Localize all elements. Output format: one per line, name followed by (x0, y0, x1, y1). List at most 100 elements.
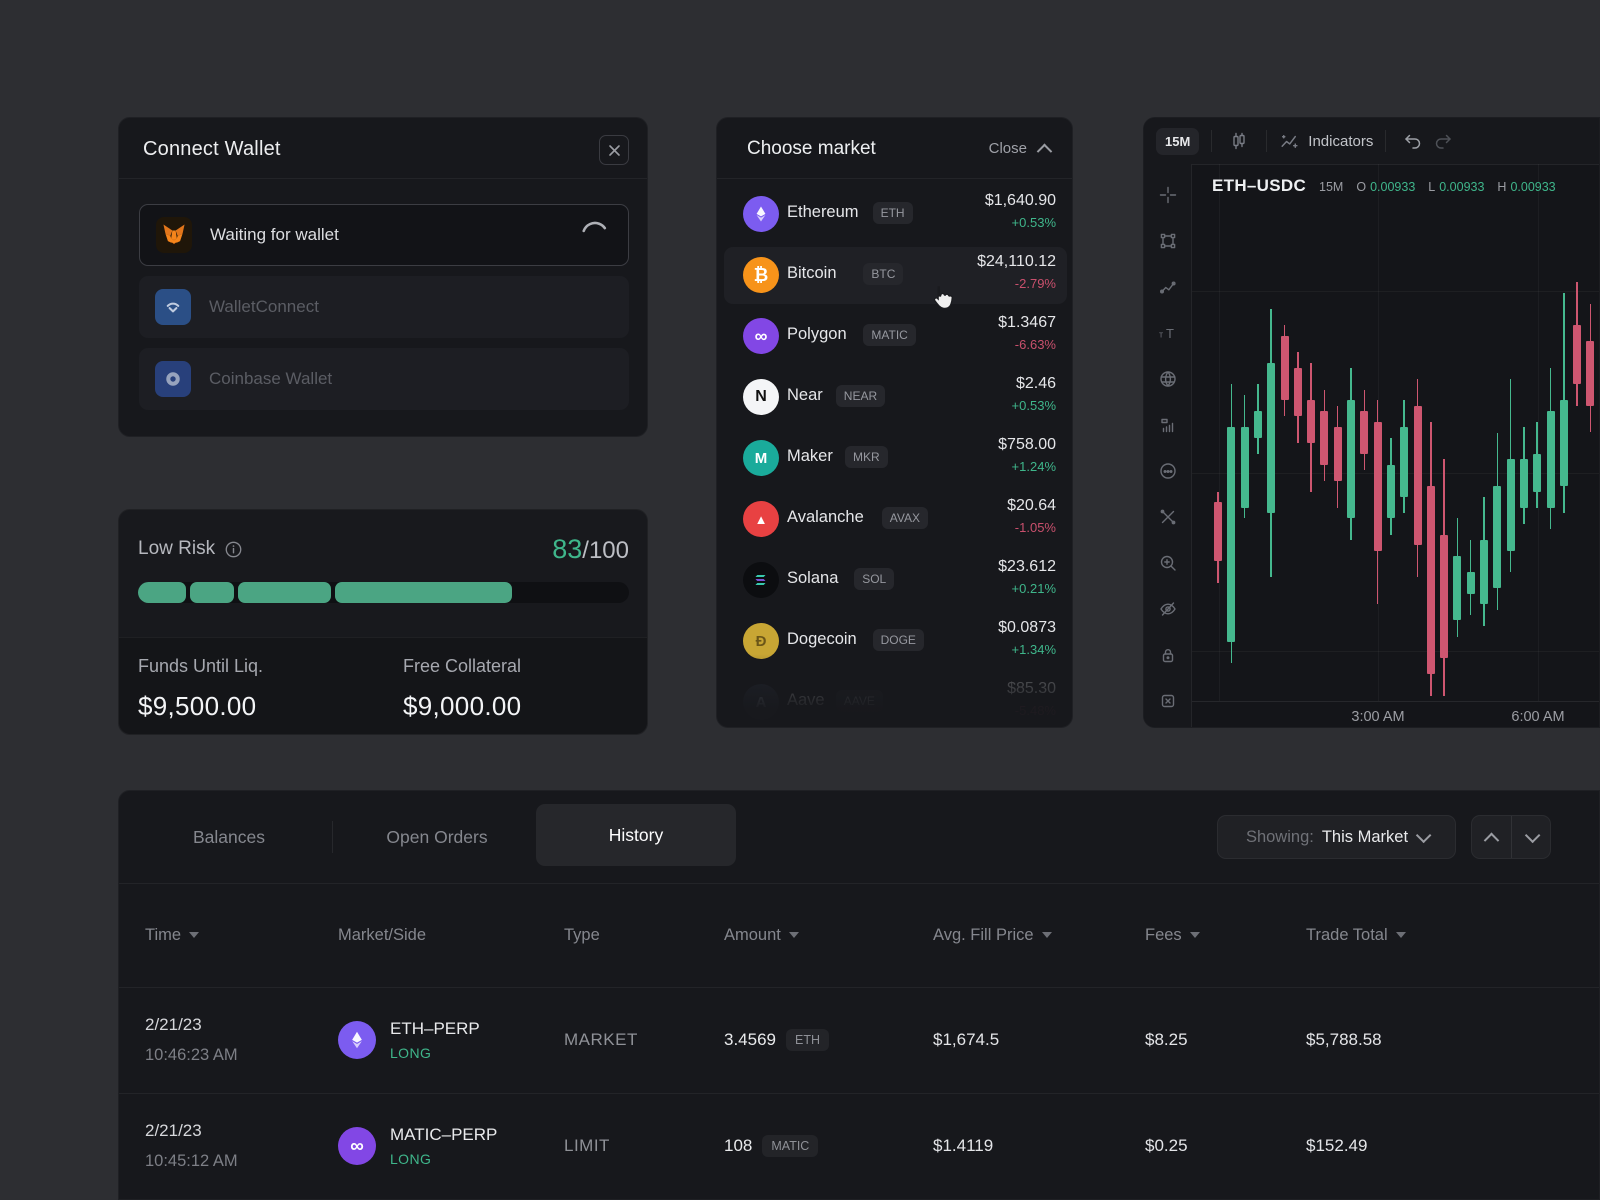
col-trade-total[interactable]: Trade Total (1306, 883, 1406, 987)
trade-date: 2/21/23 (145, 1015, 202, 1034)
bitcoin-icon: ₿ (743, 257, 779, 293)
unit-badge: MATIC (762, 1135, 819, 1157)
measure-tool[interactable] (1152, 500, 1184, 533)
market-name: Aave (787, 691, 825, 709)
market-price: $1,640.90 (984, 192, 1056, 209)
polygon-icon: ∞ (338, 1127, 376, 1165)
trendline-tool[interactable] (1152, 270, 1184, 303)
lock-tool[interactable] (1152, 638, 1184, 671)
patterns-tool[interactable] (1152, 362, 1184, 395)
polygon-icon: ∞ (743, 318, 779, 354)
market-row-doge[interactable]: Đ Dogecoin DOGE $0.0873 +1.34% (717, 611, 1072, 672)
zoom-in-icon (1160, 555, 1176, 571)
wallet-option-walletconnect[interactable]: WalletConnect (139, 276, 629, 338)
market-row-matic[interactable]: ∞ Polygon MATIC $1.3467 -6.63% (717, 306, 1072, 367)
undo-button[interactable] (1398, 126, 1428, 156)
connect-wallet-modal: Connect Wallet Waiting for wallet (118, 117, 648, 437)
symbol-badge: DOGE (872, 629, 924, 651)
market-change: +1.34% (1011, 642, 1056, 657)
market-name: Polygon (787, 325, 847, 343)
coinbase-icon (155, 361, 191, 397)
position-side: LONG (390, 1151, 432, 1167)
redo-button[interactable] (1428, 126, 1458, 156)
candlestick-icon (1233, 132, 1245, 150)
time-axis: 3:00 AM 6:00 AM (1192, 701, 1599, 727)
crosshair-icon (1159, 186, 1176, 203)
page-up-button[interactable] (1472, 816, 1511, 858)
chart-toolbar: 15M Indicators (1144, 118, 1599, 165)
choose-market-dropdown: Choose market Close Ethereum ETH $1,640.90… (716, 117, 1073, 728)
forecast-tool[interactable] (1152, 408, 1184, 441)
crosshair-tool[interactable] (1152, 178, 1184, 211)
indicators-button[interactable]: Indicators (1279, 131, 1373, 152)
divider (119, 987, 1599, 988)
fees-value: $8.25 (1145, 1030, 1188, 1049)
market-price: $0.0873 (998, 619, 1056, 636)
market-change: -5.48% (1014, 703, 1056, 718)
close-button[interactable] (599, 135, 629, 165)
candlestick-chart[interactable]: ETH–USDC 15M O 0.00933 L 0.00933 H 0.00933 (1192, 164, 1599, 701)
market-row-btc[interactable]: ₿ Bitcoin BTC $24,110.12 -2.79% (717, 245, 1072, 306)
tab-balances[interactable]: Balances (193, 826, 265, 847)
maker-icon: M (743, 440, 779, 476)
page-down-button[interactable] (1512, 816, 1551, 858)
col-amount[interactable]: Amount (724, 883, 799, 987)
col-time[interactable]: Time (145, 883, 200, 987)
amount-value: 108 (724, 1136, 753, 1155)
chart-panel: 15M Indicators (1143, 117, 1600, 728)
wallet-option-coinbase[interactable]: Coinbase Wallet (139, 348, 629, 410)
market-row-aave[interactable]: A Aave AAVE $85.30 -5.48% (717, 672, 1072, 727)
tab-history[interactable]: History (536, 804, 736, 866)
hide-drawings-tool[interactable] (1152, 592, 1184, 625)
emoji-tool[interactable] (1152, 454, 1184, 487)
free-collateral: Free Collateral $9,000.00 (403, 656, 522, 721)
col-fees[interactable]: Fees (1145, 883, 1200, 987)
close-market-picker-button[interactable]: Close (989, 140, 1053, 160)
wallet-option-label: Coinbase Wallet (209, 369, 333, 388)
showing-filter-dropdown[interactable]: Showing: This Market (1217, 815, 1456, 859)
amount-value: 3.4569 (724, 1030, 776, 1049)
market-change: +1.24% (1011, 459, 1056, 474)
interval-button[interactable]: 15M (1156, 127, 1200, 155)
shapes-tool[interactable] (1152, 224, 1184, 257)
symbol-badge: AAVE (835, 690, 883, 712)
candle-style-button[interactable] (1224, 126, 1254, 156)
info-icon[interactable] (224, 540, 243, 559)
globe-pattern-icon (1159, 370, 1176, 387)
history-row[interactable]: 2/21/23 10:46:23 AM ETH–PERP LONG MARKET… (119, 987, 1599, 1093)
zoom-tool[interactable] (1152, 546, 1184, 579)
ethereum-icon (743, 196, 779, 232)
connect-wallet-title: Connect Wallet (143, 138, 281, 160)
trade-time: 10:46:23 AM (145, 1046, 238, 1064)
remove-drawings-tool[interactable] (1152, 684, 1184, 717)
delete-box-icon (1161, 694, 1174, 707)
history-row[interactable]: 2/21/23 10:45:12 AM ∞ MATIC–PERP LONG LI… (119, 1093, 1599, 1199)
forecast-bars-icon (1160, 418, 1173, 432)
position-side: LONG (390, 1045, 432, 1061)
market-change: -1.05% (1014, 520, 1056, 535)
market-price: $23.612 (998, 558, 1056, 575)
col-avg-fill[interactable]: Avg. Fill Price (933, 883, 1052, 987)
eth-icon (338, 1021, 376, 1059)
metamask-fox-icon (156, 217, 192, 253)
chart-legend: ETH–USDC 15M O 0.00933 L 0.00933 H 0.00933 (1212, 176, 1556, 195)
wallet-option-label: Waiting for wallet (210, 225, 339, 244)
market-name: Avalanche (787, 508, 864, 526)
trade-time: 10:45:12 AM (145, 1152, 238, 1170)
market-row-near[interactable]: N Near NEAR $2.46 +0.53% (717, 367, 1072, 428)
tab-open-orders[interactable]: Open Orders (386, 826, 488, 847)
market-row-avax[interactable]: ▲ Avalanche AVAX $20.64 -1.05% (717, 489, 1072, 550)
market-row-mkr[interactable]: M Maker MKR $758.00 +1.24% (717, 428, 1072, 489)
market-row-sol[interactable]: Solana SOL $23.612 +0.21% (717, 550, 1072, 611)
symbol-badge: SOL (854, 568, 895, 590)
market-price: $20.64 (1007, 497, 1056, 514)
wallet-option-metamask[interactable]: Waiting for wallet (139, 204, 629, 266)
avg-fill-price: $1,674.5 (933, 1030, 1000, 1049)
col-market-side: Market/Side (338, 925, 427, 944)
market-price: $1.3467 (998, 314, 1056, 331)
chart-pair: ETH–USDC (1212, 176, 1307, 195)
market-row-eth[interactable]: Ethereum ETH $1,640.90 +0.53% (717, 184, 1072, 245)
market-change: +0.53% (1011, 398, 1056, 413)
